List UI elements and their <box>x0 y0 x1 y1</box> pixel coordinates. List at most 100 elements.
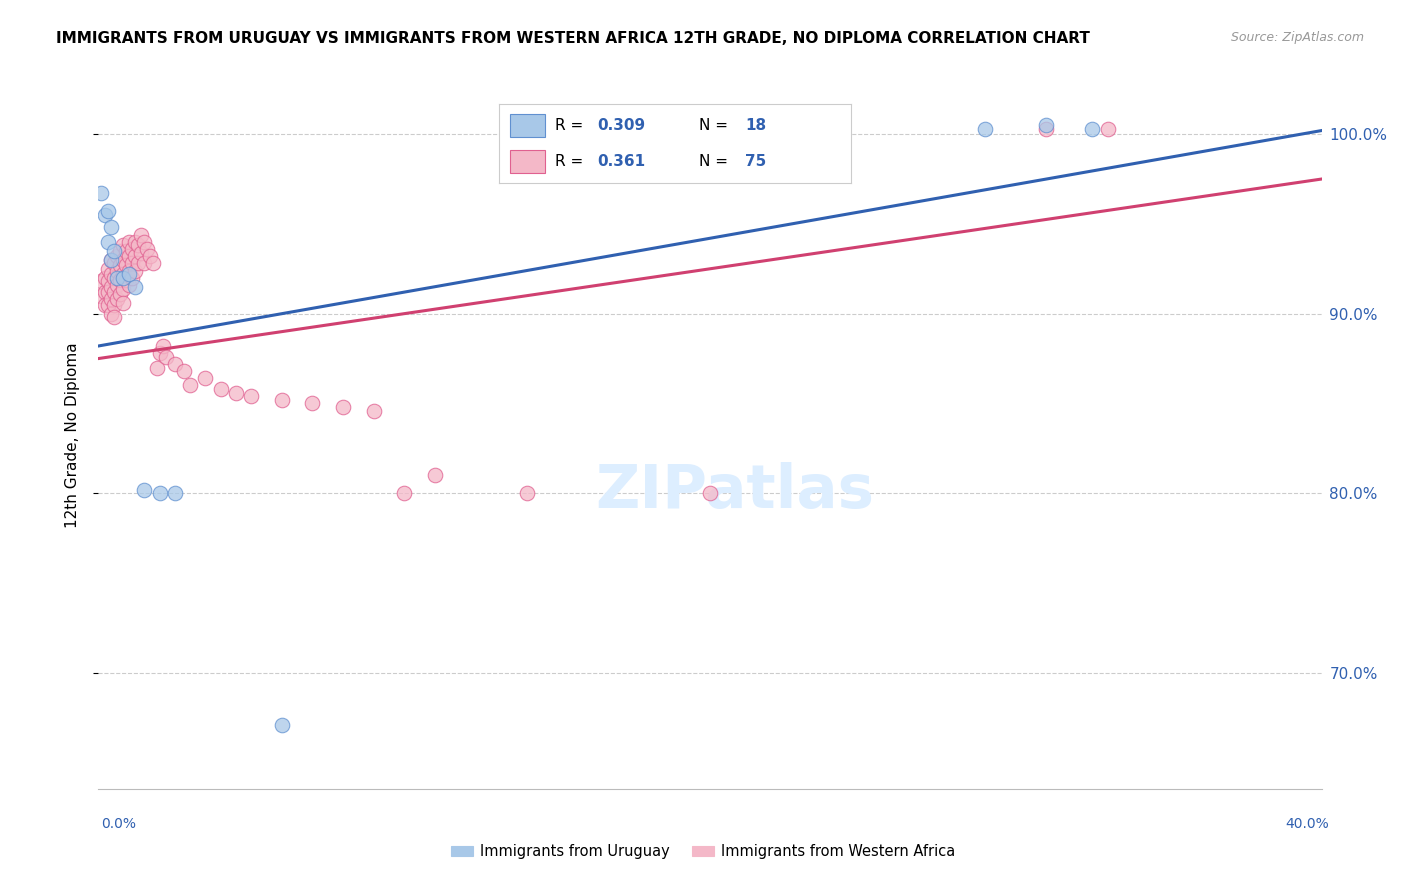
Point <box>111 267 134 281</box>
Text: 40.0%: 40.0% <box>1285 817 1329 830</box>
Point <box>974 121 997 136</box>
Point <box>124 279 146 293</box>
Point <box>105 277 128 292</box>
Text: N =: N = <box>700 154 734 169</box>
Point <box>115 244 138 258</box>
Point <box>103 298 125 312</box>
Point <box>124 263 146 277</box>
Point <box>108 287 131 301</box>
Point <box>97 204 120 219</box>
Text: 75: 75 <box>745 154 766 169</box>
Bar <box>510 114 546 137</box>
Point <box>139 249 162 263</box>
Point <box>240 389 263 403</box>
Point <box>100 267 122 281</box>
Point <box>134 256 156 270</box>
Point <box>149 486 172 500</box>
Point <box>142 256 165 270</box>
Point <box>100 307 122 321</box>
Text: R =: R = <box>555 154 589 169</box>
Point <box>93 208 115 222</box>
Point <box>155 350 177 364</box>
Y-axis label: 12th Grade, No Diploma: 12th Grade, No Diploma <box>65 342 80 528</box>
Text: IMMIGRANTS FROM URUGUAY VS IMMIGRANTS FROM WESTERN AFRICA 12TH GRADE, NO DIPLOMA: IMMIGRANTS FROM URUGUAY VS IMMIGRANTS FR… <box>56 31 1090 46</box>
Point <box>100 252 122 267</box>
Text: Source: ZipAtlas.com: Source: ZipAtlas.com <box>1230 31 1364 45</box>
Point <box>163 357 186 371</box>
Text: 18: 18 <box>745 118 766 133</box>
Point <box>93 298 115 312</box>
Point <box>108 258 131 272</box>
Point <box>105 249 128 263</box>
Text: 0.361: 0.361 <box>598 154 645 169</box>
Point <box>152 339 174 353</box>
Legend: Immigrants from Uruguay, Immigrants from Western Africa: Immigrants from Uruguay, Immigrants from… <box>446 838 960 865</box>
Point <box>93 285 115 299</box>
Point <box>121 256 143 270</box>
Point <box>111 252 134 267</box>
Point <box>97 298 120 312</box>
Point <box>1081 121 1104 136</box>
Point <box>100 220 122 235</box>
Point <box>105 263 128 277</box>
Point <box>108 272 131 286</box>
Point <box>97 261 120 276</box>
Text: R =: R = <box>555 118 589 133</box>
Point <box>134 483 156 497</box>
Point <box>118 267 141 281</box>
Point <box>134 235 156 249</box>
Point <box>100 293 122 307</box>
Point <box>149 346 172 360</box>
Point <box>332 400 354 414</box>
Point <box>209 382 232 396</box>
Point <box>118 249 141 263</box>
Point <box>124 249 146 263</box>
Point <box>103 244 125 258</box>
Point <box>111 238 134 252</box>
Text: N =: N = <box>700 118 734 133</box>
Point <box>127 256 149 270</box>
Point <box>121 242 143 256</box>
Point <box>97 235 120 249</box>
Point <box>699 486 721 500</box>
Point <box>108 244 131 258</box>
Point <box>173 364 195 378</box>
Point <box>105 293 128 307</box>
Point <box>423 468 446 483</box>
Point <box>118 235 141 249</box>
Point <box>90 274 112 288</box>
Point <box>225 385 247 400</box>
Point <box>97 285 120 299</box>
Point <box>97 274 120 288</box>
Point <box>194 371 217 385</box>
Text: ZIPatlas: ZIPatlas <box>595 462 875 521</box>
Point <box>127 238 149 252</box>
Point <box>105 270 128 285</box>
Point <box>111 270 134 285</box>
Point <box>90 186 112 201</box>
Point <box>115 258 138 272</box>
Point <box>124 235 146 249</box>
Point <box>392 486 416 500</box>
Point <box>516 486 538 500</box>
Point <box>103 256 125 270</box>
Point <box>118 263 141 277</box>
Point <box>90 289 112 303</box>
Point <box>179 378 201 392</box>
Point <box>301 396 323 410</box>
Point <box>136 242 159 256</box>
Point <box>363 403 385 417</box>
Point <box>100 252 122 267</box>
Point <box>129 245 152 260</box>
Point <box>1035 118 1057 132</box>
Point <box>103 285 125 299</box>
Point <box>145 360 167 375</box>
Point <box>129 227 152 242</box>
Point <box>1035 121 1057 136</box>
Point <box>111 281 134 295</box>
Point <box>121 270 143 285</box>
Point <box>111 296 134 310</box>
Text: 0.309: 0.309 <box>598 118 645 133</box>
Point <box>270 392 292 407</box>
Point <box>103 310 125 325</box>
